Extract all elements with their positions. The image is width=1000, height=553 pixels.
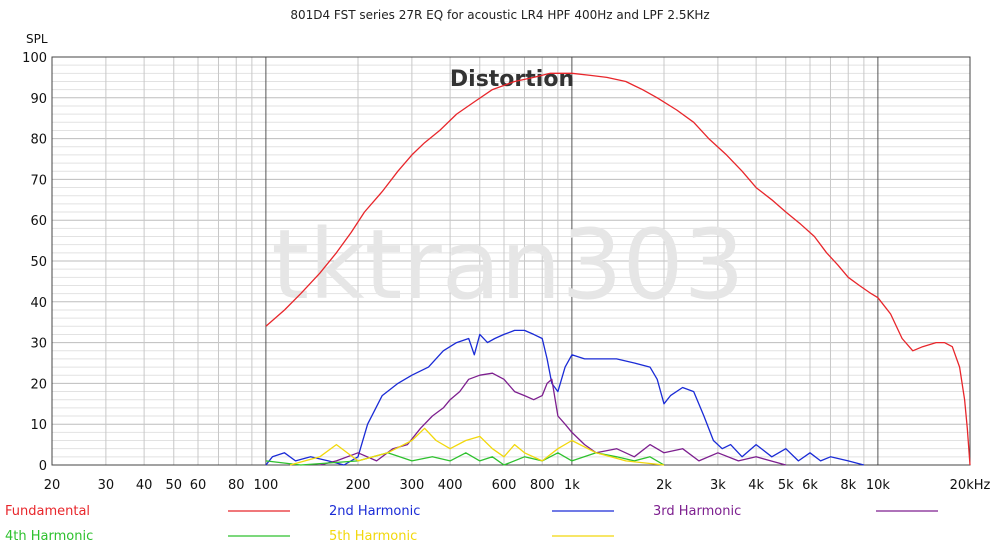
- x-tick-label: 30: [98, 478, 115, 493]
- y-tick-label: 90: [30, 92, 47, 107]
- x-tick-label: 20: [44, 478, 61, 493]
- x-tick-label: 400: [438, 478, 463, 493]
- watermark: tktran303: [271, 209, 744, 321]
- x-tick-label: 300: [399, 478, 424, 493]
- y-ticks: 0 10 20 30 40 50 60 70 80 90 100: [22, 51, 47, 474]
- x-tick-label: 6k: [802, 478, 818, 493]
- x-tick-label: 60: [190, 478, 207, 493]
- series-line-fundamental: [265, 72, 971, 466]
- x-tick-label: 2k: [656, 478, 672, 493]
- x-tick-label: 5k: [778, 478, 794, 493]
- y-tick-label: 30: [30, 337, 47, 352]
- x-tick-label: 1k: [564, 478, 580, 493]
- legend-label-4th-harmonic: 4th Harmonic: [5, 529, 93, 544]
- y-tick-label: 80: [30, 133, 47, 148]
- y-tick-label: 60: [30, 214, 47, 229]
- legend-label-2nd-harmonic: 2nd Harmonic: [329, 504, 420, 519]
- x-tick-label: 600: [492, 478, 517, 493]
- legend-label-5th-harmonic: 5th Harmonic: [329, 529, 417, 544]
- y-axis-label: SPL: [26, 32, 48, 46]
- x-tick-label: 800: [530, 478, 555, 493]
- grid: [51, 56, 971, 466]
- legend: Fundamental 2nd Harmonic 3rd Harmonic 4th H…: [5, 504, 938, 544]
- y-tick-label: 20: [30, 377, 47, 392]
- series-line-5th-harmonic: [289, 427, 665, 466]
- x-tick-label: 3k: [710, 478, 726, 493]
- y-tick-label: 70: [30, 173, 47, 188]
- series-line-3rd-harmonic: [319, 372, 786, 466]
- x-tick-label: 8k: [840, 478, 856, 493]
- x-tick-label: 100: [253, 478, 278, 493]
- y-tick-label: 0: [39, 459, 47, 474]
- plot-frame: [51, 56, 971, 466]
- legend-label-3rd-harmonic: 3rd Harmonic: [653, 504, 741, 519]
- x-tick-label: 80: [228, 478, 245, 493]
- y-tick-label: 10: [30, 418, 47, 433]
- series-lines: [265, 72, 971, 466]
- x-tick-label: 40: [136, 478, 153, 493]
- x-tick-label: 200: [346, 478, 371, 493]
- y-tick-label: 100: [22, 51, 47, 66]
- x-tick-label: 50: [165, 478, 182, 493]
- y-tick-label: 50: [30, 255, 47, 270]
- x-tick-label: 10k: [866, 478, 891, 493]
- series-line-4th-harmonic: [265, 452, 665, 466]
- x-tick-label: 20kHz: [950, 478, 991, 493]
- chart-title: 801D4 FST series 27R EQ for acoustic LR4…: [290, 8, 709, 22]
- distortion-annotation: Distortion: [450, 67, 574, 92]
- y-tick-label: 40: [30, 296, 47, 311]
- legend-label-fundamental: Fundamental: [5, 504, 90, 519]
- series-line-2nd-harmonic: [265, 329, 865, 466]
- x-tick-label: 4k: [748, 478, 764, 493]
- x-ticks: 20 30 40 50 60 80 100 200 300 400 600 800 1k 2k 3k 4k 5k…: [44, 478, 991, 493]
